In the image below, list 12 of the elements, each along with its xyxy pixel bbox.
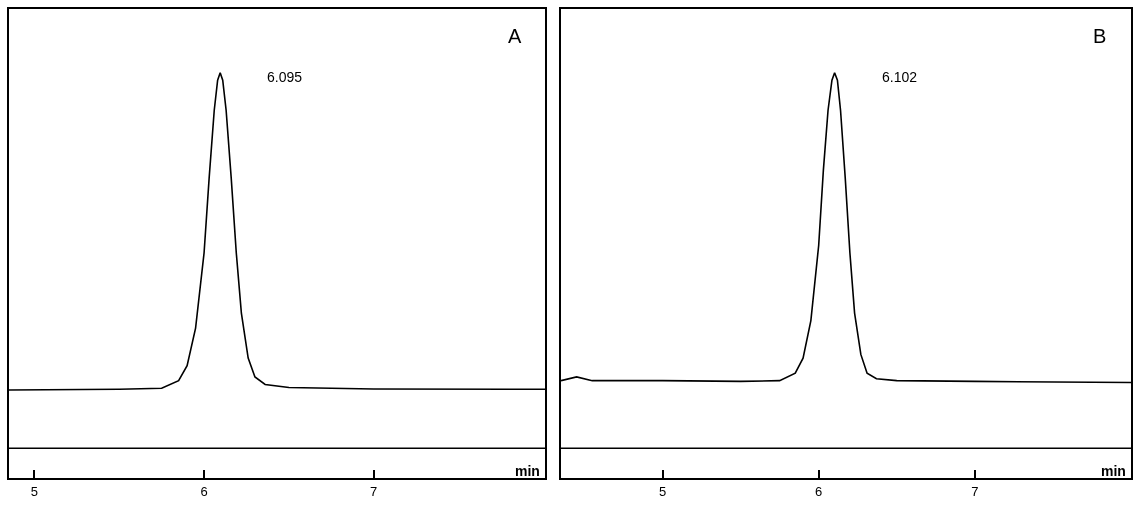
x-tick-label: 6 [815,483,823,499]
x-tick-label: 7 [971,483,979,499]
annotation: 6.095 [267,69,303,85]
chart-title: B [1093,25,1107,47]
x-axis-title: min [1101,463,1126,479]
x-tick-label: 5 [30,483,39,499]
x-tick-label: 6 [200,483,208,499]
x-tick-label: 7 [370,483,378,499]
x-axis-title: min [515,463,540,479]
x-tick-label: 5 [658,483,667,499]
chart-title: A [508,25,522,47]
annotation: 6.102 [882,69,918,85]
